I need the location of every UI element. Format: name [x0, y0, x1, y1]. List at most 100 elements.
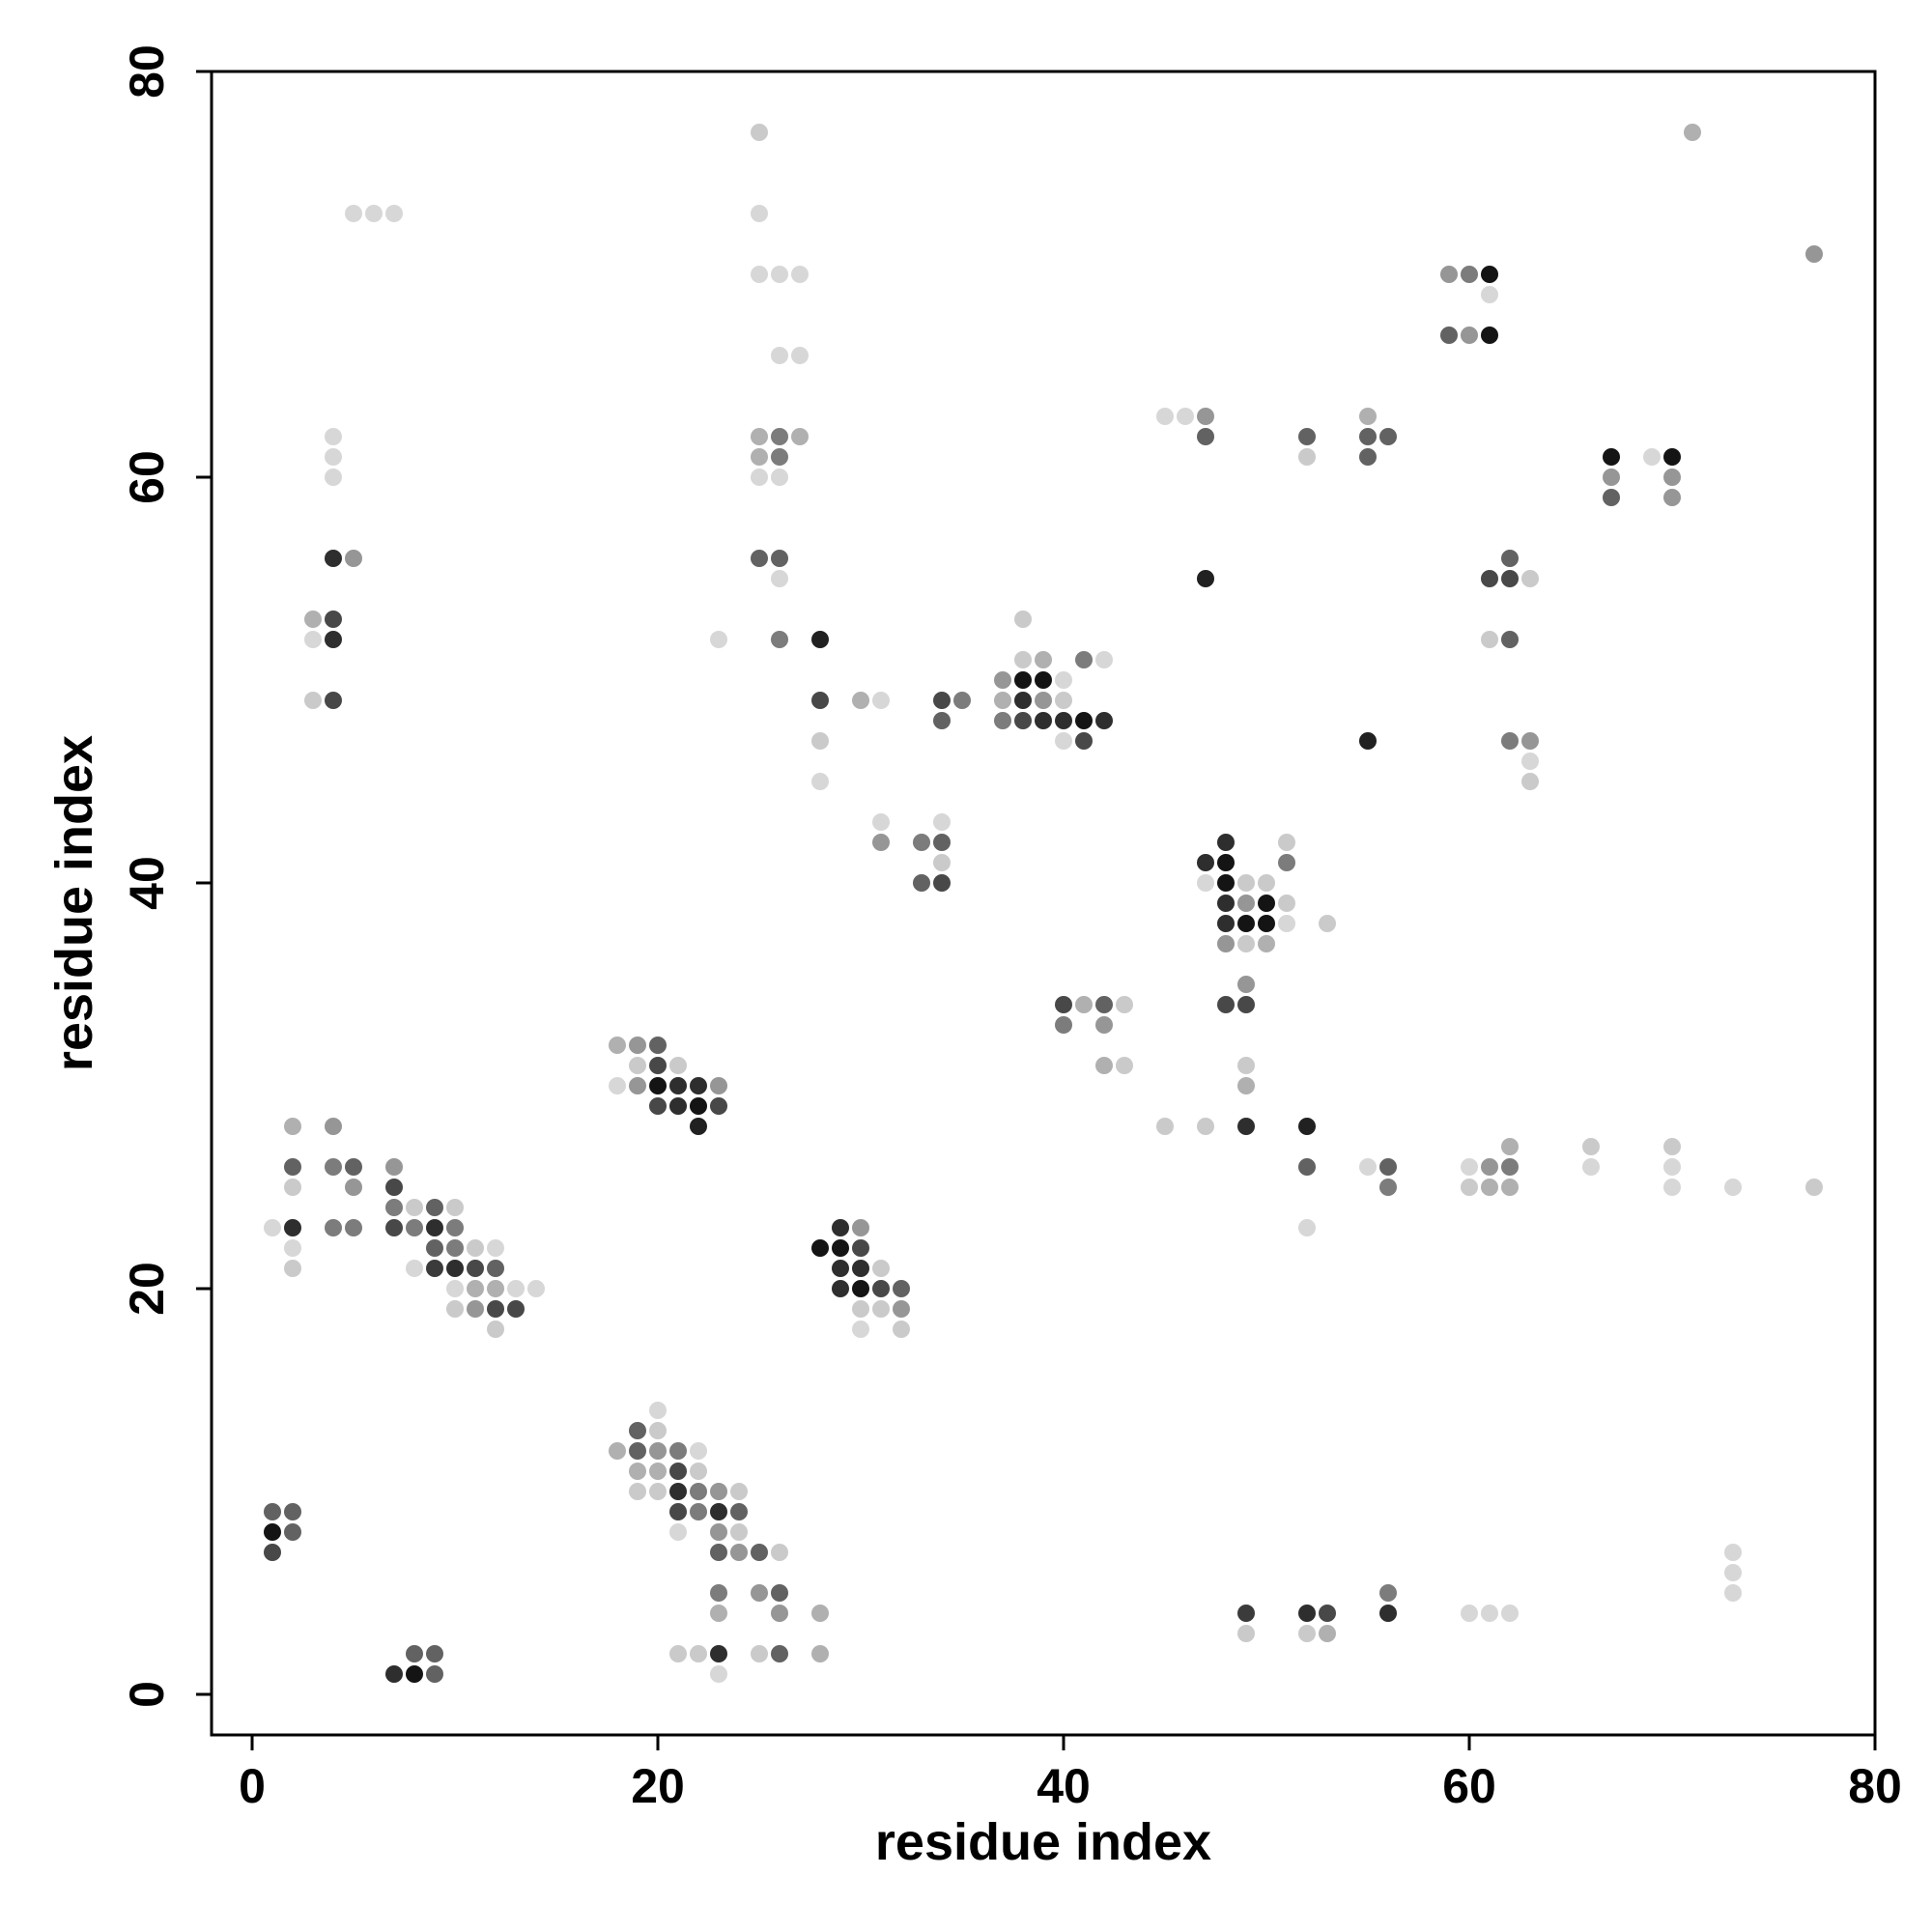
x-axis-title: residue index [875, 1813, 1211, 1871]
contact-point [264, 1544, 281, 1561]
x-tick-label: 0 [239, 1759, 266, 1813]
contact-point [1055, 732, 1072, 750]
contact-point [1258, 874, 1275, 892]
contact-point [1055, 712, 1072, 729]
contact-point [325, 448, 342, 466]
contact-point [487, 1280, 504, 1297]
contact-point [487, 1321, 504, 1338]
contact-point [872, 813, 890, 831]
contact-point [751, 205, 768, 222]
contact-point [446, 1219, 464, 1236]
contact-point [264, 1523, 281, 1541]
contact-point [852, 1239, 869, 1257]
contact-point [690, 1097, 707, 1115]
contact-point [771, 1544, 788, 1561]
contact-point [710, 1503, 727, 1520]
contact-point [832, 1280, 849, 1297]
contact-point [669, 1057, 687, 1074]
contact-point [771, 1605, 788, 1622]
contact-point [710, 1605, 727, 1622]
x-axis: 0 20 40 60 80 [239, 1733, 1902, 1813]
contact-point [1663, 1158, 1681, 1176]
contact-point [385, 1665, 403, 1683]
contact-point [1197, 428, 1214, 445]
contact-point [284, 1260, 301, 1277]
contact-point [811, 1645, 829, 1662]
contact-point [1278, 895, 1295, 912]
contact-point [284, 1158, 301, 1176]
contact-point [771, 570, 788, 587]
contact-point [487, 1239, 504, 1257]
contact-point [325, 550, 342, 567]
contact-point [304, 631, 322, 648]
contact-point [649, 1442, 667, 1460]
contact-point [1501, 570, 1519, 587]
contact-point [1258, 895, 1275, 912]
contact-point [1461, 1158, 1478, 1176]
contact-point [365, 205, 383, 222]
contact-point [325, 631, 342, 648]
contact-point [1217, 895, 1235, 912]
contact-point [1319, 1625, 1336, 1642]
contact-point [933, 813, 951, 831]
contact-point [1501, 631, 1519, 648]
contact-point [872, 1280, 890, 1297]
contact-point [1359, 732, 1377, 750]
contact-point [832, 1260, 849, 1277]
contact-point [669, 1463, 687, 1480]
contact-point [345, 1158, 362, 1176]
contact-point [1035, 692, 1052, 709]
contact-point [649, 1422, 667, 1439]
contact-point [1197, 874, 1214, 892]
contact-point [629, 1422, 646, 1439]
y-tick-label: 40 [120, 856, 174, 910]
contact-point [1095, 996, 1113, 1013]
contact-point [1724, 1584, 1742, 1602]
contact-point [264, 1503, 281, 1520]
contact-point [1258, 935, 1275, 952]
contact-point [1501, 732, 1519, 750]
contact-point [1055, 1016, 1072, 1034]
contact-point [284, 1219, 301, 1236]
contact-point [1095, 651, 1113, 668]
contact-point [1461, 1179, 1478, 1196]
contact-point [1501, 1605, 1519, 1622]
plot-frame [210, 70, 1877, 1737]
contact-point [1481, 266, 1498, 283]
contact-point [1217, 915, 1235, 932]
contact-point [1501, 1138, 1519, 1155]
contact-point [609, 1037, 626, 1054]
contact-point [1055, 671, 1072, 689]
contact-point [791, 347, 809, 364]
contact-point [325, 1118, 342, 1135]
contact-point [507, 1280, 525, 1297]
contact-point [1481, 631, 1498, 648]
contact-point [1461, 1605, 1478, 1622]
contact-point [832, 1219, 849, 1236]
contact-point [913, 834, 930, 851]
contact-point [913, 874, 930, 892]
contact-point [710, 631, 727, 648]
contact-point [710, 1077, 727, 1094]
contact-point [1197, 570, 1214, 587]
contact-point [1643, 448, 1661, 466]
contact-point [1278, 915, 1295, 932]
contact-point [1603, 469, 1620, 486]
contact-point [1521, 753, 1539, 770]
y-tick-label: 60 [120, 450, 174, 504]
contact-point [1055, 692, 1072, 709]
contact-point [345, 1179, 362, 1196]
contact-point [832, 1239, 849, 1257]
contact-point [893, 1280, 910, 1297]
contact-point [1521, 732, 1539, 750]
x-tick-label: 80 [1848, 1759, 1902, 1813]
contact-point [1663, 448, 1681, 466]
contact-point [710, 1483, 727, 1500]
contact-point [771, 266, 788, 283]
contact-point [1805, 245, 1823, 263]
contact-point [629, 1037, 646, 1054]
contact-point [1116, 1057, 1133, 1074]
contact-point [1298, 448, 1316, 466]
contact-point [1603, 448, 1620, 466]
contact-point [751, 428, 768, 445]
